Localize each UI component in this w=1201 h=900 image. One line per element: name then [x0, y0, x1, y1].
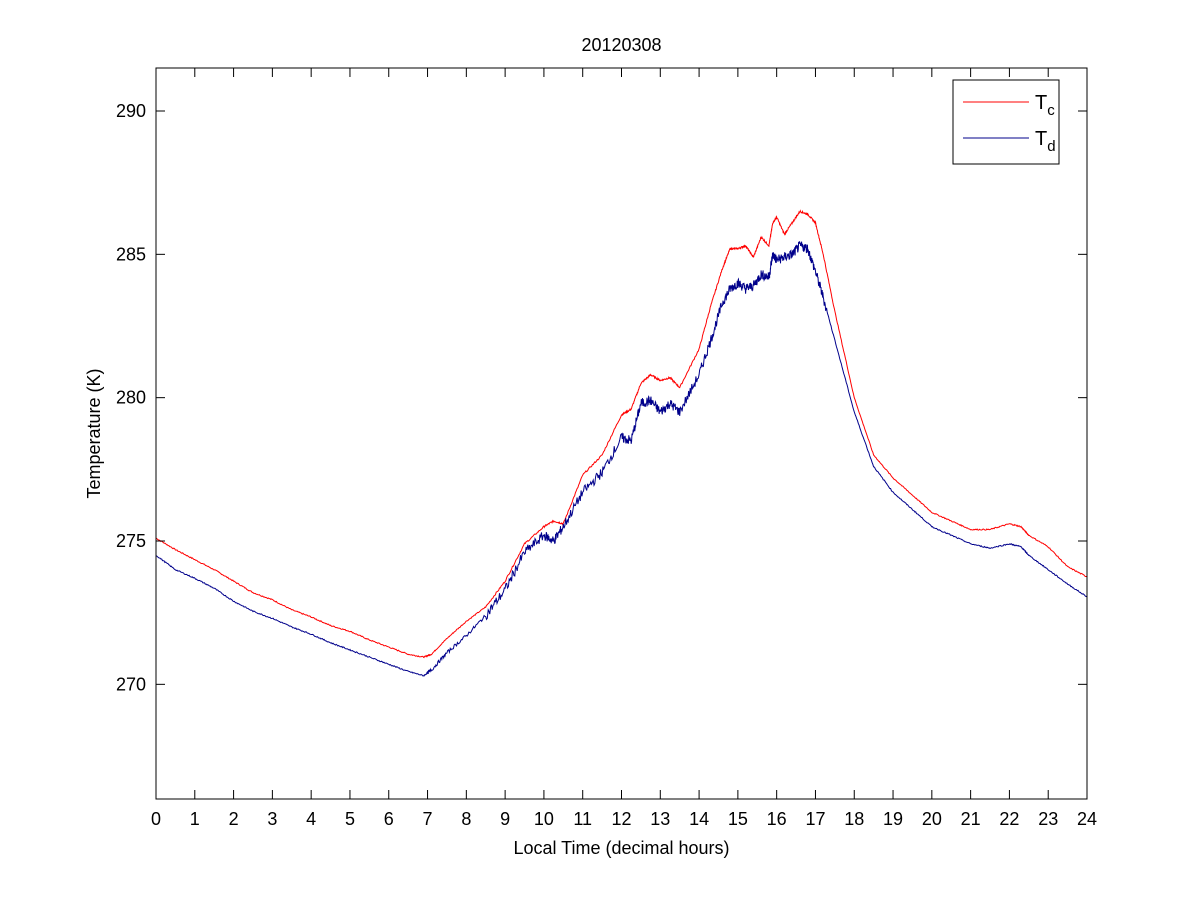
x-tick-label: 0 [151, 809, 161, 829]
x-tick-label: 18 [844, 809, 864, 829]
x-tick-label: 21 [961, 809, 981, 829]
legend-box [952, 79, 1060, 165]
x-tick-label: 14 [689, 809, 709, 829]
x-tick-label: 1 [190, 809, 200, 829]
y-tick-label: 270 [116, 674, 146, 694]
x-tick-label: 5 [345, 809, 355, 829]
y-axis-title: Temperature (K) [84, 368, 104, 498]
x-tick-label: 4 [306, 809, 316, 829]
x-tick-label: 2 [229, 809, 239, 829]
x-tick-label: 19 [883, 809, 903, 829]
x-tick-label: 20 [922, 809, 942, 829]
x-tick-label: 8 [461, 809, 471, 829]
x-tick-label: 22 [999, 809, 1019, 829]
y-tick-label: 280 [116, 388, 146, 408]
x-tick-label: 7 [423, 809, 433, 829]
y-tick-label: 275 [116, 531, 146, 551]
legend: Tc Td [952, 79, 1060, 165]
x-tick-label: 24 [1077, 809, 1097, 829]
series-line-d [155, 241, 1088, 677]
x-tick-label: 10 [534, 809, 554, 829]
x-tick-label: 23 [1038, 809, 1058, 829]
x-tick-label: 11 [573, 809, 592, 829]
y-tick-label: 290 [116, 101, 146, 121]
x-tick-label: 3 [267, 809, 277, 829]
x-tick-label: 12 [611, 809, 631, 829]
y-tick-label: 285 [116, 244, 146, 264]
x-tick-label: 16 [767, 809, 787, 829]
x-tick-label: 15 [728, 809, 748, 829]
legend-label-c: Tc [1035, 92, 1055, 119]
x-tick-label: 6 [384, 809, 394, 829]
x-tick-label: 13 [650, 809, 670, 829]
series-line-c [155, 209, 1088, 659]
x-tick-label: 9 [500, 809, 510, 829]
x-axis-title: Local Time (decimal hours) [513, 838, 729, 858]
chart-title: 20120308 [581, 35, 661, 55]
legend-label-d: Td [1035, 128, 1056, 155]
x-tick-label: 17 [805, 809, 825, 829]
